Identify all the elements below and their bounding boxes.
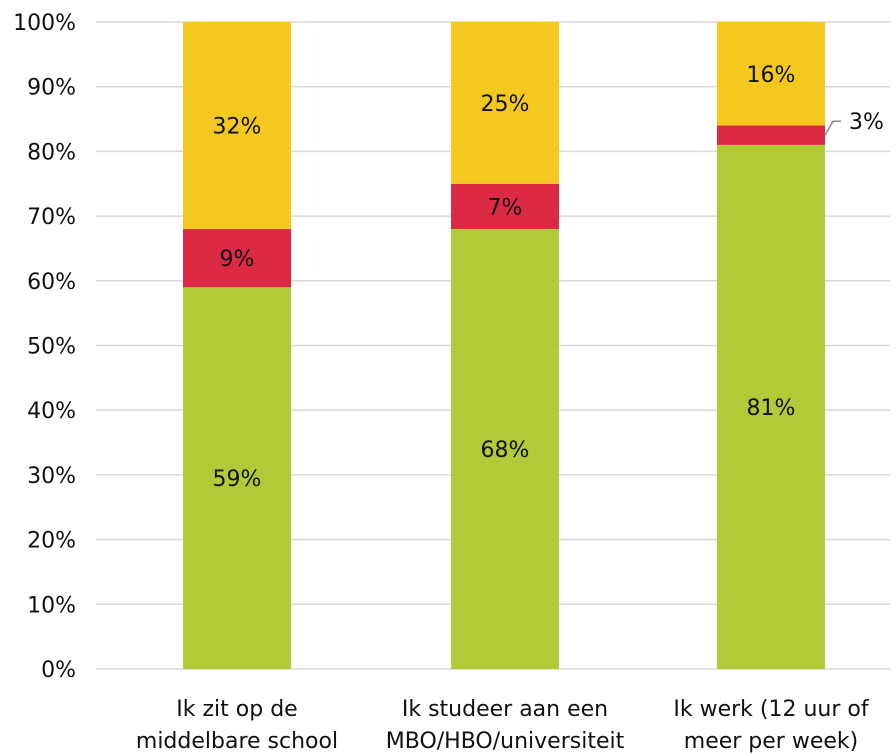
data-label: 25% xyxy=(481,92,530,117)
y-tick-label: 20% xyxy=(27,529,76,554)
x-category-label: MBO/HBO/universiteit xyxy=(386,729,625,754)
y-tick-label: 40% xyxy=(27,399,76,424)
bar-segment xyxy=(451,22,559,184)
y-tick-label: 70% xyxy=(27,205,76,230)
y-tick-label: 10% xyxy=(27,593,76,618)
data-label: 3% xyxy=(849,110,884,135)
x-category-label: meer per week) xyxy=(684,729,858,754)
bar-segment xyxy=(717,22,825,126)
bar-segment xyxy=(451,183,559,230)
x-category-label: Ik werk (12 uur of xyxy=(673,697,869,722)
bar-segment xyxy=(451,229,559,670)
y-axis: 0% 10% 20% 30% 40% 50% 60% 70% 80% 90% 100% xyxy=(13,11,76,683)
bars xyxy=(183,22,825,670)
data-label: 59% xyxy=(213,467,262,492)
y-tick-label: 30% xyxy=(27,464,76,489)
leader-line xyxy=(824,120,841,136)
y-tick-label: 0% xyxy=(41,658,76,683)
data-label: 32% xyxy=(213,115,262,140)
bar-segment xyxy=(717,144,825,669)
data-labels: 59% 9% 32% 68% 7% 25% 81% 3% 16% xyxy=(213,63,884,492)
x-category-label: middelbare school xyxy=(136,729,338,754)
bar-segment xyxy=(183,287,291,669)
bar-segment xyxy=(183,229,291,288)
data-label: 9% xyxy=(220,247,255,272)
y-tick-label: 50% xyxy=(27,335,76,360)
x-axis: Ik zit op de middelbare school Ik studeer … xyxy=(136,697,870,754)
data-label: 16% xyxy=(747,63,796,88)
bar-segment xyxy=(183,22,291,230)
data-label: 7% xyxy=(488,195,523,220)
y-tick-label: 80% xyxy=(27,140,76,165)
y-tick-label: 60% xyxy=(27,270,76,295)
x-category-label: Ik zit op de xyxy=(176,697,297,722)
data-label: 81% xyxy=(747,396,796,421)
data-label: 68% xyxy=(481,438,530,463)
y-tick-label: 100% xyxy=(13,11,76,36)
x-category-label: Ik studeer aan een xyxy=(402,697,608,722)
y-tick-label: 90% xyxy=(27,76,76,101)
bar-segment xyxy=(717,125,825,145)
